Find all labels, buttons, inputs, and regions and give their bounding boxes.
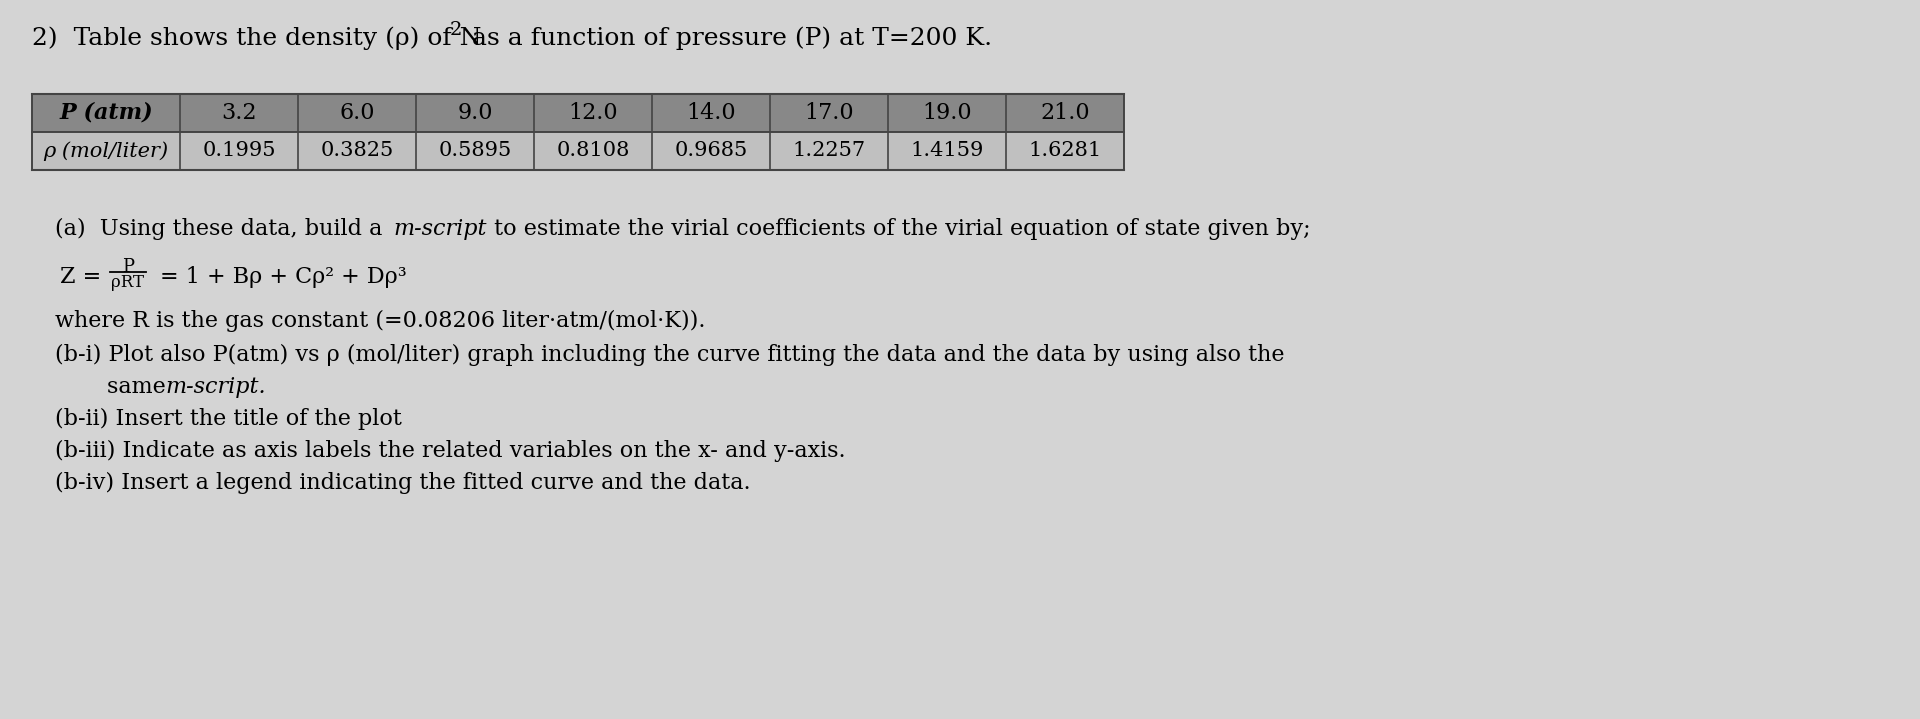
Text: 21.0: 21.0 (1041, 102, 1091, 124)
FancyBboxPatch shape (33, 94, 1123, 132)
Text: 1.2257: 1.2257 (793, 142, 866, 160)
Text: 2)  Table shows the density (ρ) of N: 2) Table shows the density (ρ) of N (33, 26, 482, 50)
Text: same: same (108, 376, 173, 398)
Text: 9.0: 9.0 (457, 102, 493, 124)
Text: 0.5895: 0.5895 (438, 142, 511, 160)
Text: 17.0: 17.0 (804, 102, 854, 124)
Text: P (atm): P (atm) (60, 102, 154, 124)
Text: m-script: m-script (394, 218, 486, 240)
Text: (b-iii) Indicate as axis labels the related variables on the x- and y-axis.: (b-iii) Indicate as axis labels the rela… (56, 440, 845, 462)
Text: (b-i) Plot also P(atm) vs ρ (mol/liter) graph including the curve fitting the da: (b-i) Plot also P(atm) vs ρ (mol/liter) … (56, 344, 1284, 366)
Text: 0.9685: 0.9685 (674, 142, 747, 160)
Text: (b-ii) Insert the title of the plot: (b-ii) Insert the title of the plot (56, 408, 401, 430)
Text: 0.3825: 0.3825 (321, 142, 394, 160)
Text: 3.2: 3.2 (221, 102, 257, 124)
Text: Z =: Z = (60, 266, 108, 288)
Text: 1.6281: 1.6281 (1029, 142, 1102, 160)
Text: P: P (123, 258, 134, 276)
Text: m-script.: m-script. (165, 376, 265, 398)
Text: = 1 + Bρ + Cρ² + Dρ³: = 1 + Bρ + Cρ² + Dρ³ (159, 266, 407, 288)
Text: 1.4159: 1.4159 (910, 142, 983, 160)
Text: ρ (mol/liter): ρ (mol/liter) (44, 141, 169, 161)
Text: 2: 2 (449, 21, 463, 39)
Text: where R is the gas constant (=0.08206 liter·atm/(mol·K)).: where R is the gas constant (=0.08206 li… (56, 310, 705, 332)
Text: (b-iv) Insert a legend indicating the fitted curve and the data.: (b-iv) Insert a legend indicating the fi… (56, 472, 751, 494)
Text: (a)  Using these data, build a: (a) Using these data, build a (56, 218, 390, 240)
Text: 0.8108: 0.8108 (557, 142, 630, 160)
Text: 0.1995: 0.1995 (202, 142, 276, 160)
Text: to estimate the virial coefficients of the virial equation of state given by;: to estimate the virial coefficients of t… (488, 218, 1311, 240)
Text: 14.0: 14.0 (685, 102, 735, 124)
Text: ρRT: ρRT (111, 274, 144, 291)
Text: 6.0: 6.0 (340, 102, 374, 124)
Text: as a function of pressure (P) at T=200 K.: as a function of pressure (P) at T=200 K… (465, 26, 993, 50)
Text: 19.0: 19.0 (922, 102, 972, 124)
Text: 12.0: 12.0 (568, 102, 618, 124)
FancyBboxPatch shape (33, 132, 1123, 170)
